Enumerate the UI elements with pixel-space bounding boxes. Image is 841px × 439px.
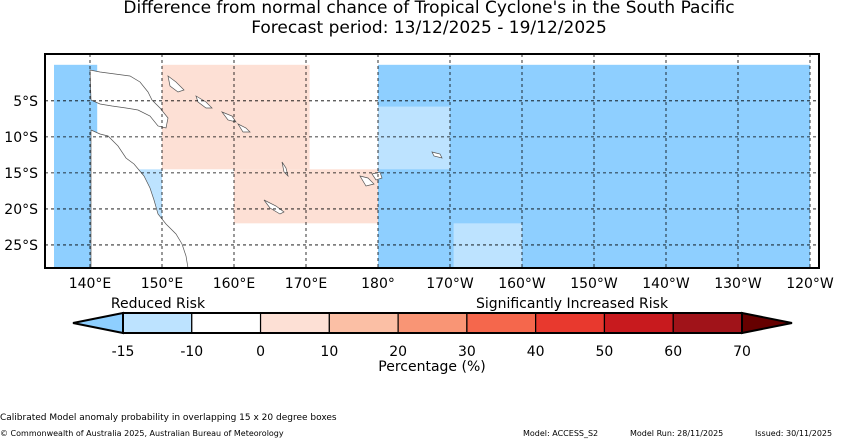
new-guinea-outline — [89, 69, 169, 129]
colorbar-label-left: Reduced Risk — [111, 296, 206, 312]
title-line-1: Difference from normal chance of Tropica… — [123, 0, 735, 18]
risk-cell-7 — [453, 223, 522, 268]
risk-cell-4 — [234, 169, 378, 224]
lon-tick-label: 140°E — [69, 276, 112, 292]
new-caledonia-outline — [263, 199, 285, 215]
colorbar-xlabel: Percentage (%) — [378, 359, 485, 375]
lon-tick-label: 170°W — [426, 276, 474, 292]
colorbar-bin-0 — [122, 312, 193, 334]
colorbar-bin-6 — [535, 312, 606, 334]
risk-cell-6 — [378, 106, 450, 170]
lon-tick-labels: 140°E 150°E 160°E 170°E 180° 170°W 160°W 150°W 1… — [69, 276, 834, 292]
lat-tick-label: 10°S — [4, 130, 38, 146]
australia-outline — [90, 129, 189, 269]
lat-tick-label: 15°S — [4, 166, 38, 182]
map-frame — [44, 53, 820, 269]
colorbar-tick-label: 10 — [320, 344, 338, 360]
lat-tick-label: 5°S — [13, 94, 38, 110]
lat-tick-label: 20°S — [4, 202, 38, 218]
footer-issued: Issued: 30/11/2025 — [755, 429, 833, 438]
lon-tick-label: 180° — [361, 276, 395, 292]
footer-description: Calibrated Model anomaly probability in … — [0, 413, 337, 423]
colorbar-tick-label: 70 — [733, 344, 751, 360]
colorbar-tick-labels: -15 -10 0 10 20 30 40 50 60 70 — [112, 344, 751, 360]
colorbar-tick-label: 50 — [596, 344, 614, 360]
lon-tick-label: 170°E — [285, 276, 328, 292]
lon-tick-label: 130°W — [714, 276, 762, 292]
colorbar-over-arrow — [741, 311, 793, 335]
colorbar-bin-3 — [328, 312, 399, 334]
new-britain-outline — [167, 75, 185, 93]
colorbar-tick-label: -10 — [180, 344, 203, 360]
colorbar-bin-4 — [397, 312, 468, 334]
colorbar-tick-label: 0 — [256, 344, 265, 360]
lon-tick-label: 160°W — [498, 276, 546, 292]
footer-model-run: Model Run: 28/11/2025 — [630, 429, 724, 438]
lon-tick-label: 160°E — [213, 276, 256, 292]
lon-tick-label: 150°E — [141, 276, 184, 292]
solomons-outline-3 — [237, 123, 251, 133]
samoa-outline — [431, 151, 443, 159]
title-line-2: Forecast period: 13/12/2025 - 19/12/2025 — [251, 18, 607, 38]
colorbar-tick-label: 30 — [458, 344, 476, 360]
lon-tick-label: 140°W — [642, 276, 690, 292]
colorbar — [72, 311, 793, 335]
colorbar-tick-label: -15 — [112, 344, 135, 360]
lat-tick-label: 25°S — [4, 238, 38, 254]
colorbar-bin-8 — [672, 312, 743, 334]
colorbar-bin-2 — [259, 312, 330, 334]
risk-cell-3 — [234, 64, 310, 170]
solomons-outline-2 — [220, 111, 237, 123]
colorbar-bin-7 — [603, 312, 674, 334]
footer-copyright: © Commonwealth of Australia 2025, Austra… — [0, 429, 284, 438]
fiji-outline — [359, 175, 375, 187]
land-outlines — [89, 69, 443, 269]
colorbar-tick-label: 60 — [664, 344, 682, 360]
colorbar-under-arrow — [72, 311, 124, 335]
colorbar-frame — [122, 312, 743, 334]
colorbar-tick-label: 40 — [527, 344, 545, 360]
graticule — [45, 54, 819, 268]
lon-tick-label: 150°W — [570, 276, 618, 292]
footer-model: Model: ACCESS_S2 — [523, 429, 599, 438]
lon-tick-label: 120°W — [786, 276, 834, 292]
colorbar-label-right: Significantly Increased Risk — [476, 296, 669, 312]
colorbar-bin-5 — [466, 312, 537, 334]
lat-tick-labels: 5°S 10°S 15°S 20°S 25°S — [4, 94, 38, 254]
colorbar-tick-label: 20 — [389, 344, 407, 360]
colorbar-bin-1 — [191, 312, 262, 334]
